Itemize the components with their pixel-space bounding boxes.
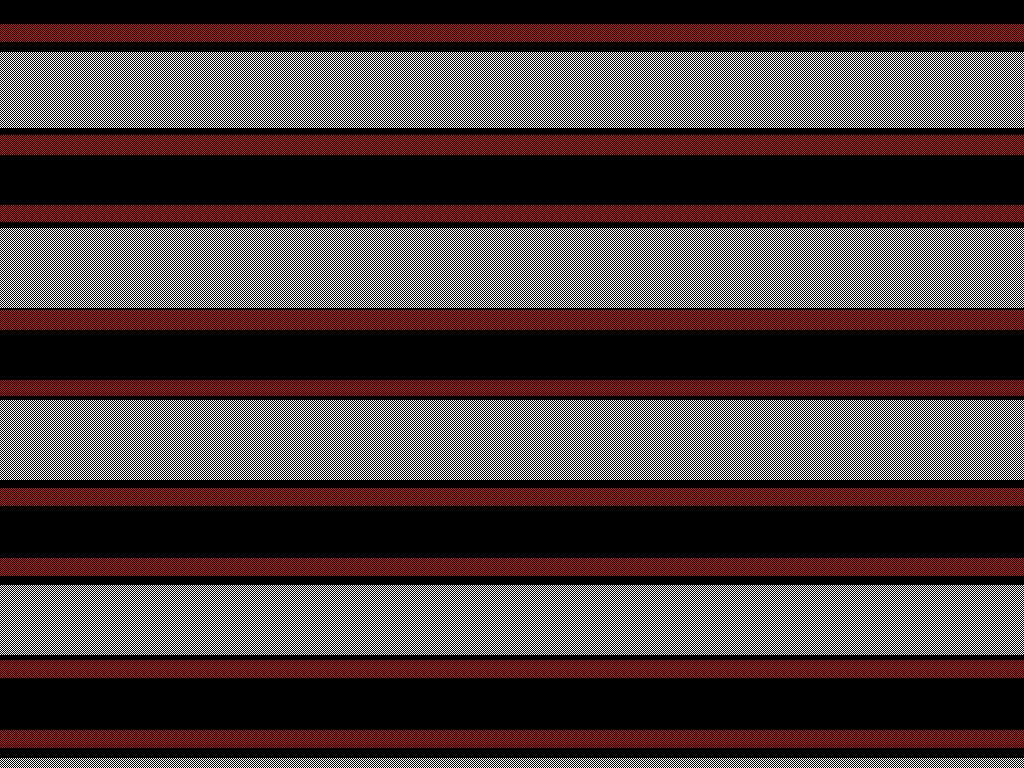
band-red-6 xyxy=(0,488,1024,506)
band-gap-2 xyxy=(0,128,1024,135)
band-light-4 xyxy=(0,585,1024,655)
band-gap-5 xyxy=(0,330,1024,380)
band-gap-8 xyxy=(0,506,1024,558)
band-gap-1 xyxy=(0,42,1024,52)
band-gap-4 xyxy=(0,222,1024,228)
band-gap-6 xyxy=(0,396,1024,400)
band-gap-11 xyxy=(0,678,1024,730)
band-red-7 xyxy=(0,558,1024,576)
band-light-5 xyxy=(0,758,1024,768)
band-gap-7 xyxy=(0,480,1024,488)
band-gap-12 xyxy=(0,748,1024,758)
band-red-5 xyxy=(0,380,1024,396)
band-gap-top xyxy=(0,0,1024,24)
band-red-1 xyxy=(0,24,1024,42)
band-red-3 xyxy=(0,205,1024,222)
band-gap-9 xyxy=(0,576,1024,585)
band-gap-10 xyxy=(0,655,1024,660)
band-red-9 xyxy=(0,730,1024,748)
band-gap-3 xyxy=(0,155,1024,205)
band-light-2 xyxy=(0,228,1024,308)
band-red-8 xyxy=(0,660,1024,678)
band-red-2 xyxy=(0,135,1024,155)
band-red-4 xyxy=(0,310,1024,330)
band-light-1 xyxy=(0,52,1024,128)
band-light-3 xyxy=(0,400,1024,480)
